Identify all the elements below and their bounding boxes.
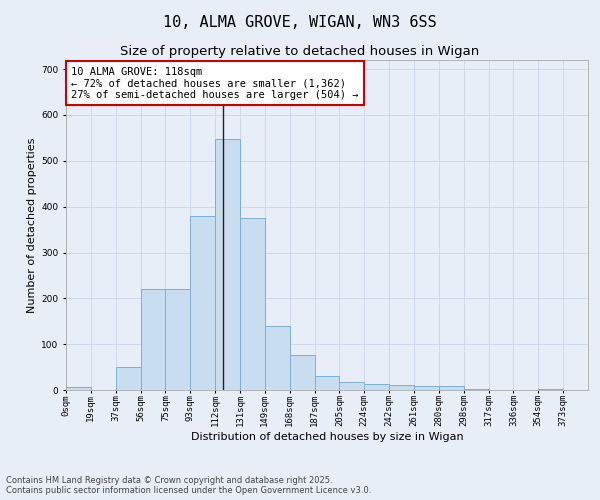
Bar	[538, 388, 563, 390]
Bar	[116, 367, 140, 390]
Text: 10, ALMA GROVE, WIGAN, WN3 6SS: 10, ALMA GROVE, WIGAN, WN3 6SS	[163, 15, 437, 30]
Bar	[190, 216, 215, 390]
Bar	[66, 387, 91, 390]
Bar	[314, 376, 340, 390]
Bar	[464, 388, 488, 390]
Bar	[265, 326, 290, 390]
Bar	[140, 289, 166, 390]
Text: Size of property relative to detached houses in Wigan: Size of property relative to detached ho…	[121, 45, 479, 58]
Bar	[364, 384, 389, 390]
Bar	[340, 382, 364, 390]
Text: 10 ALMA GROVE: 118sqm
← 72% of detached houses are smaller (1,362)
27% of semi-d: 10 ALMA GROVE: 118sqm ← 72% of detached …	[71, 66, 359, 100]
Bar	[439, 386, 464, 390]
Text: Contains HM Land Registry data © Crown copyright and database right 2025.
Contai: Contains HM Land Registry data © Crown c…	[6, 476, 371, 495]
Bar	[389, 386, 414, 390]
Bar	[215, 139, 240, 390]
Bar	[166, 289, 190, 390]
Bar	[240, 218, 265, 390]
X-axis label: Distribution of detached houses by size in Wigan: Distribution of detached houses by size …	[191, 432, 463, 442]
Bar	[414, 386, 439, 390]
Bar	[290, 354, 314, 390]
Y-axis label: Number of detached properties: Number of detached properties	[27, 138, 37, 312]
